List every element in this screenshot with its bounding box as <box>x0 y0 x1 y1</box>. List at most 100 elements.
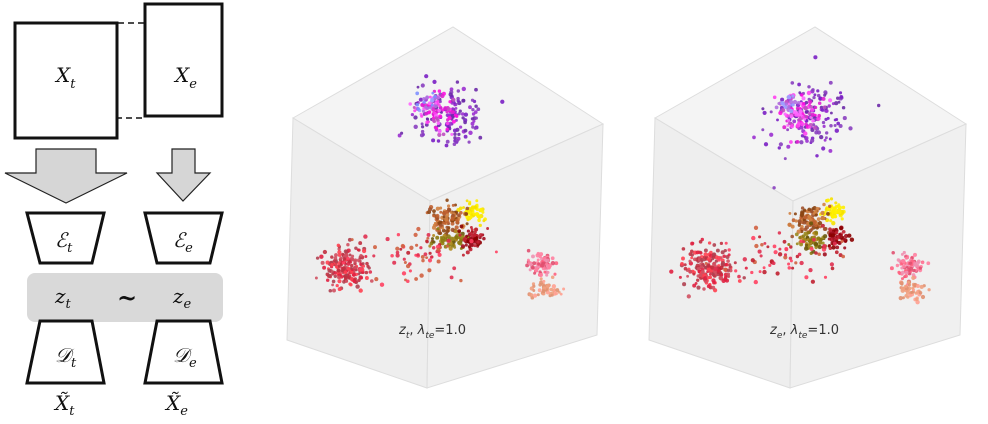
scatter-point <box>539 277 543 281</box>
scatter-point <box>800 93 804 97</box>
scatter-point <box>402 257 406 261</box>
scatter-point <box>818 240 823 245</box>
scatter-point <box>478 223 482 228</box>
scatter-point <box>823 234 828 239</box>
scatter-point <box>474 116 478 120</box>
scatter-point <box>772 95 777 100</box>
scatter-point <box>794 219 798 223</box>
scatter-point <box>700 258 704 262</box>
scatter-point <box>795 123 801 128</box>
scatter-point <box>421 258 425 263</box>
scatter-point <box>432 209 436 213</box>
scatter-point <box>542 279 546 283</box>
scatter-point <box>434 116 438 120</box>
scatter-point <box>787 121 792 126</box>
scatter-point <box>758 270 762 274</box>
scatter-point <box>823 227 828 231</box>
scatter-point <box>788 256 793 261</box>
encoder-t <box>25 211 106 265</box>
scatter-point <box>428 244 432 248</box>
scatter-point <box>896 258 901 262</box>
scatter-point <box>330 262 334 267</box>
scatter-point <box>425 95 429 99</box>
scatter-point <box>457 132 461 137</box>
scatter-point <box>826 212 830 216</box>
scatter-point <box>400 243 405 249</box>
scatter-point <box>686 294 691 299</box>
scatter-point <box>531 266 535 270</box>
scatter-point <box>463 128 468 133</box>
scatter-point <box>760 243 764 247</box>
scatter-point <box>448 246 453 251</box>
scatter-point <box>420 103 425 107</box>
scatter-point <box>436 96 440 100</box>
scatter-point <box>904 274 908 278</box>
scatter-point <box>786 144 791 149</box>
encoder-t-label: ℰt <box>55 228 73 256</box>
scatter-point <box>695 263 700 268</box>
scatter-point <box>901 296 905 300</box>
scatter-point <box>363 234 368 239</box>
scatter-point <box>788 108 794 114</box>
scatter-point <box>794 261 798 265</box>
scatter-point <box>842 116 847 121</box>
scatter-point <box>396 233 401 237</box>
scatter-point <box>428 251 432 255</box>
scatter-point <box>877 103 881 108</box>
scatter-point <box>427 111 431 115</box>
scatter-point <box>824 117 828 122</box>
cube-face-right <box>789 123 967 389</box>
scatter-point <box>413 115 418 120</box>
scatter-point <box>445 127 449 132</box>
scatter-point <box>761 107 765 111</box>
scatter-point <box>447 115 452 121</box>
scatter-point <box>478 233 483 238</box>
embedding-plot-e: ze, λte=1.0 <box>648 26 968 389</box>
scatter-point <box>841 105 846 110</box>
scatter-point <box>315 256 320 260</box>
scatter-point <box>440 110 443 114</box>
scatter-point <box>742 257 747 262</box>
scatter-point <box>783 112 787 116</box>
scatter-point <box>336 243 341 248</box>
scatter-point <box>433 97 437 101</box>
scatter-point <box>752 135 756 140</box>
scatter-point <box>431 118 435 122</box>
scatter-point <box>840 217 844 221</box>
scatter-point <box>538 282 543 287</box>
scatter-point <box>431 107 436 112</box>
scatter-point <box>367 266 371 270</box>
scatter-point <box>465 199 469 203</box>
scatter-point <box>452 142 457 146</box>
scatter-point <box>439 220 443 224</box>
scatter-point <box>817 220 823 226</box>
scatter-point <box>444 217 449 222</box>
scatter-point <box>459 224 464 229</box>
scatter-point <box>803 117 807 121</box>
scatter-point <box>332 259 336 263</box>
scatter-point <box>465 250 470 255</box>
scatter-point <box>813 55 818 60</box>
scatter-point <box>472 233 477 238</box>
scatter-point <box>698 273 703 278</box>
scatter-point <box>821 120 826 125</box>
scatter-point <box>333 256 338 260</box>
scatter-point <box>742 276 746 280</box>
scatter-point <box>433 111 437 115</box>
scatter-point <box>361 270 365 274</box>
scatter-point <box>482 236 486 241</box>
scatter-point <box>715 248 720 253</box>
scatter-point <box>395 246 400 251</box>
scatter-point <box>460 231 465 236</box>
scatter-point <box>410 112 415 117</box>
scatter-point <box>531 254 535 259</box>
scatter-point <box>457 112 461 116</box>
scatter-point <box>711 272 715 277</box>
scatter-point <box>554 261 559 266</box>
scatter-point <box>911 275 916 280</box>
scatter-point <box>426 117 430 121</box>
scatter-point <box>426 232 431 237</box>
scatter-point <box>797 121 801 125</box>
scatter-point <box>443 106 448 111</box>
scatter-point <box>809 115 813 119</box>
